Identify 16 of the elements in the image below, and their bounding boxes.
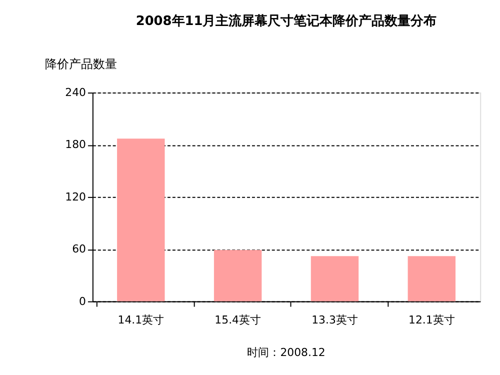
y-tick-label: 60: [72, 242, 86, 256]
bar: [117, 138, 165, 302]
bar: [408, 256, 456, 302]
bar: [310, 256, 359, 302]
y-tick-label: 180: [65, 138, 86, 152]
chart-title: 2008年11月主流屏幕尺寸笔记本降价产品数量分布: [136, 12, 437, 29]
y-tick-label: 0: [79, 294, 86, 308]
x-tick-label: 14.1英寸: [118, 314, 164, 327]
text: 时间：2008.12: [247, 346, 326, 359]
y-tick-label: 240: [65, 86, 86, 100]
x-tick-label: 15.4英寸: [214, 314, 261, 327]
y-tick-label: 120: [65, 190, 86, 204]
bar: [214, 250, 262, 302]
x-tick-label: 13.3英寸: [312, 314, 358, 327]
y-axis-title: 降价产品数量: [45, 57, 118, 72]
x-tick-label: 12.1英寸: [408, 314, 455, 327]
